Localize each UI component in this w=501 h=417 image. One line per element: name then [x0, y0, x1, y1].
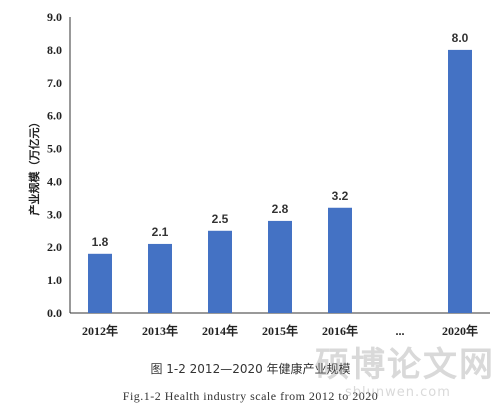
y-tick-label: 3.0 [47, 207, 62, 221]
data-label: 3.2 [332, 189, 349, 203]
data-label: 2.1 [152, 225, 169, 239]
y-tick-label: 2.0 [47, 240, 62, 254]
bar [148, 243, 172, 313]
bar-chart: 0.0 1.0 2.0 3.0 4.0 5.0 6.0 7.0 8.0 9.0 1.8 2.1 2.5… [27, 10, 490, 338]
bars [88, 49, 472, 314]
data-labels: 1.8 2.1 2.5 2.8 3.2 8.0 [92, 31, 469, 249]
data-label: 8.0 [452, 31, 469, 45]
watermark-text: 硕博论文网 [315, 345, 495, 385]
x-tick-label: 2014年 [202, 323, 238, 338]
y-tick-label: 9.0 [47, 10, 62, 24]
bar [88, 253, 112, 313]
x-tick-label: 2015年 [262, 323, 298, 338]
y-tick-label: 7.0 [47, 76, 62, 90]
x-tick-label: ... [396, 324, 405, 338]
bar [208, 230, 232, 313]
y-tick-label: 4.0 [47, 174, 62, 188]
figure-caption-chinese: 图 1-2 2012—2020 年健康产业规模 [150, 362, 351, 376]
y-tick-label: 8.0 [47, 43, 62, 57]
y-tick-label: 1.0 [47, 273, 62, 287]
data-label: 1.8 [92, 235, 109, 249]
y-tick-labels: 0.0 1.0 2.0 3.0 4.0 5.0 6.0 7.0 8.0 9.0 [47, 10, 62, 320]
x-tick-labels: 2012年 2013年 2014年 2015年 2016年... 2020年 [82, 323, 478, 338]
bar [268, 220, 292, 313]
watermark-logo: 硕博论文网 sblunwen.com [315, 337, 495, 409]
data-label: 2.8 [272, 202, 289, 216]
y-tick-label: 6.0 [47, 109, 62, 123]
x-tick-label: 2013年 [142, 323, 178, 338]
x-tick-label: 2012年 [82, 323, 118, 338]
data-label: 2.5 [212, 212, 229, 226]
watermark-url: sblunwen.com [345, 385, 451, 400]
x-tick-label: 2020年 [442, 323, 478, 338]
y-tick-label: 0.0 [47, 306, 62, 320]
y-axis-title: 产业规模（万亿元） [27, 117, 41, 216]
bar [328, 207, 352, 313]
figure-caption-english: Fig.1-2 Health industry scale from 2012 … [122, 389, 379, 403]
y-tick-label: 5.0 [47, 142, 62, 156]
bar [448, 49, 472, 314]
x-tick-label: 2016年 [322, 323, 358, 338]
